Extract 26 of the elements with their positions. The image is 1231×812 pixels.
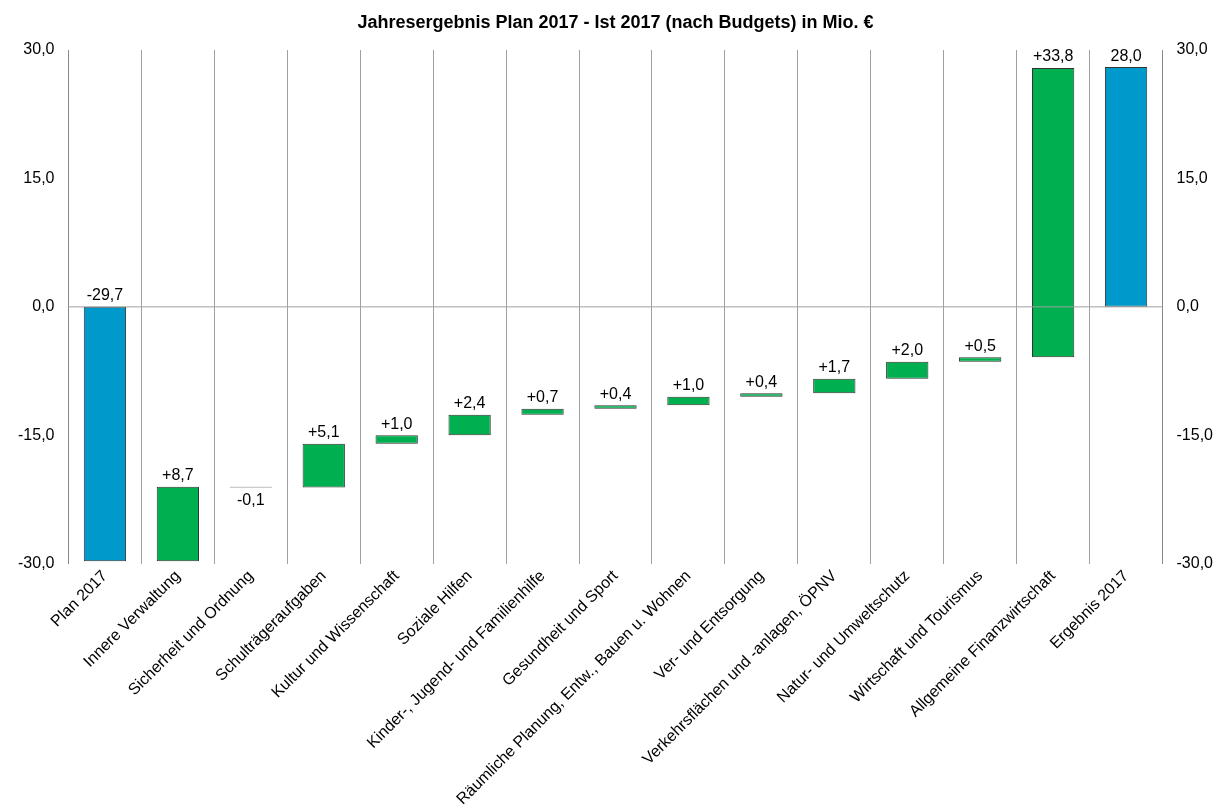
y-tick-label: 15,0 [23, 168, 55, 186]
data-label: +0,7 [526, 388, 559, 406]
y2-tick-label: 30,0 [1176, 40, 1208, 58]
data-label: +2,0 [891, 341, 924, 359]
y-tick-label: 0,0 [32, 297, 55, 315]
data-label: +5,1 [307, 423, 340, 441]
y2-tick-label: -30,0 [1176, 554, 1214, 572]
data-label: +1,7 [818, 358, 851, 376]
chart-title: Jahresergebnis Plan 2017 - Ist 2017 (nach Budgets) in Mio. € [356, 12, 875, 33]
data-label: +1,0 [672, 376, 705, 394]
data-label: -0,1 [237, 490, 265, 508]
data-label: +8,7 [162, 466, 194, 484]
y-tick-label: 30,0 [23, 40, 55, 58]
data-label: -29,7 [86, 286, 124, 304]
y-tick-label: -15,0 [18, 425, 55, 443]
data-label: 28,0 [1110, 46, 1142, 64]
y2-tick-label: 15,0 [1176, 168, 1208, 186]
data-label: +0,4 [745, 372, 778, 390]
data-label: +1,0 [380, 414, 413, 432]
data-label: +33,8 [1032, 47, 1074, 65]
y2-tick-label: -15,0 [1176, 425, 1214, 443]
data-label: +0,4 [599, 384, 632, 402]
y-tick-label: -30,0 [18, 554, 55, 572]
data-label: +0,5 [964, 336, 997, 354]
y2-tick-label: 0,0 [1176, 297, 1199, 315]
data-label: +2,4 [453, 394, 486, 412]
